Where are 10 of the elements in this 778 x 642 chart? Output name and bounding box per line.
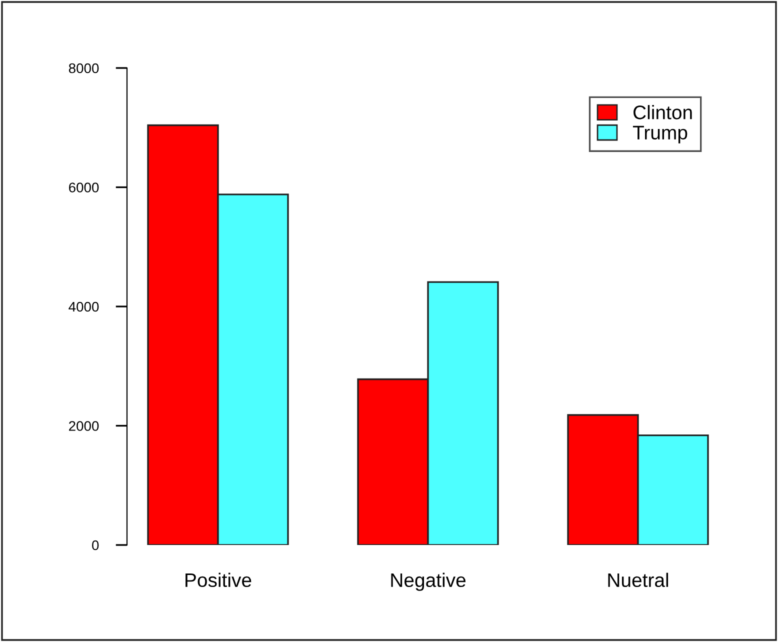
legend-label: Clinton [634, 105, 692, 120]
y-tick-label: 4000 [68, 302, 99, 312]
y-tick-label: 2000 [69, 421, 99, 431]
y-tick-label: 6000 [69, 182, 99, 192]
y-tick-label: 0 [92, 540, 99, 550]
legend-label: Trump [632, 126, 688, 144]
y-tick-label: 8000 [68, 63, 99, 74]
x-tick-label: Positive [186, 572, 252, 588]
x-tick-label: Negative [391, 572, 466, 591]
x-tick-label: Nuetral [608, 572, 668, 588]
